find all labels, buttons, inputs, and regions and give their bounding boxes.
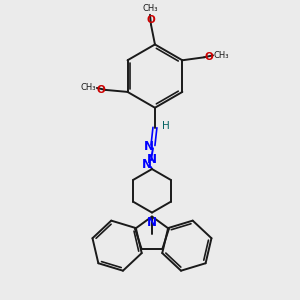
Text: N: N	[147, 153, 157, 166]
Text: N: N	[142, 158, 152, 171]
Text: CH₃: CH₃	[214, 51, 230, 60]
Text: O: O	[147, 15, 155, 25]
Text: H: H	[162, 121, 169, 130]
Text: N: N	[147, 215, 157, 229]
Text: O: O	[96, 85, 105, 95]
Text: CH₃: CH₃	[142, 4, 158, 13]
Text: N: N	[144, 140, 154, 153]
Text: O: O	[204, 52, 213, 62]
Text: CH₃: CH₃	[80, 83, 96, 92]
